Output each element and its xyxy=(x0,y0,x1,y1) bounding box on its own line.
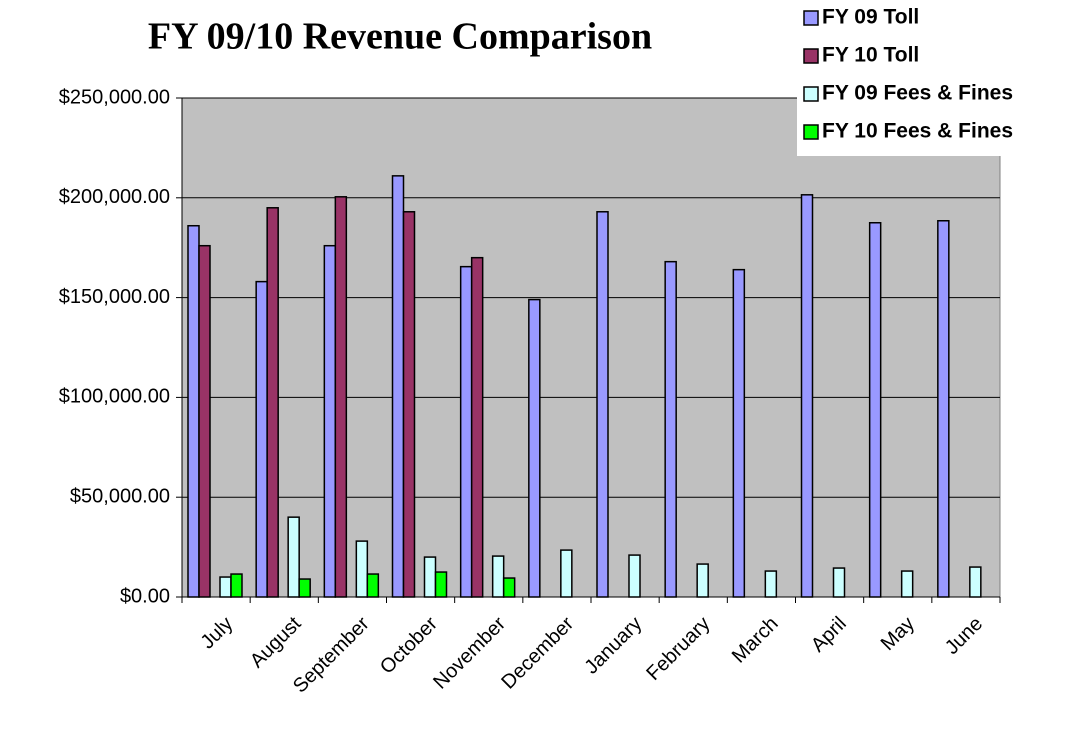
legend-swatch xyxy=(803,10,819,26)
bar xyxy=(255,280,268,598)
bar xyxy=(596,211,609,598)
bar xyxy=(266,207,279,598)
legend-label: FY 09 Fees & Fines xyxy=(822,82,1013,105)
bar xyxy=(434,571,448,598)
bar xyxy=(491,555,505,598)
x-tick-label: August xyxy=(246,612,306,672)
y-tick-label: $50,000.00 xyxy=(70,485,170,507)
x-tick-label: January xyxy=(580,613,646,679)
legend-label: FY 09 Toll xyxy=(822,6,919,29)
bar xyxy=(628,554,641,598)
y-tick-label: $0.00 xyxy=(120,585,170,607)
y-tick-label: $150,000.00 xyxy=(59,286,170,308)
bar xyxy=(664,260,677,598)
bar xyxy=(969,566,982,598)
bar xyxy=(230,573,243,598)
legend-swatch xyxy=(803,48,819,64)
x-tick-label: November xyxy=(429,612,510,693)
bar xyxy=(402,211,416,598)
bar xyxy=(502,577,516,598)
x-tick-label: October xyxy=(376,612,442,678)
x-tick-label: December xyxy=(497,612,578,693)
y-tick-label: $100,000.00 xyxy=(59,386,170,408)
legend-label: FY 10 Toll xyxy=(822,44,919,67)
legend-label: FY 10 Fees & Fines xyxy=(822,120,1013,143)
legend-box xyxy=(797,0,1072,156)
bar xyxy=(459,265,473,598)
bar xyxy=(219,576,232,598)
x-tick-label: July xyxy=(197,613,238,654)
y-tick-label: $250,000.00 xyxy=(59,86,170,108)
x-tick-label: February xyxy=(642,613,714,685)
y-tick-label: $200,000.00 xyxy=(59,186,170,208)
x-tick-label: May xyxy=(877,613,919,655)
legend-swatch xyxy=(803,86,819,102)
bar xyxy=(900,570,914,598)
bar xyxy=(334,196,348,598)
bar xyxy=(832,567,846,598)
bar xyxy=(528,298,541,598)
bar xyxy=(287,516,300,598)
bar xyxy=(470,256,484,598)
bar xyxy=(355,540,369,598)
x-tick-label: March xyxy=(728,613,783,668)
bar xyxy=(937,220,950,598)
chart-title: FY 09/10 Revenue Comparison xyxy=(148,16,652,58)
plot-area xyxy=(181,97,1001,598)
legend-swatch xyxy=(803,124,819,140)
bar xyxy=(391,175,405,598)
bar xyxy=(423,556,437,598)
bar xyxy=(800,194,814,598)
bar xyxy=(298,578,311,598)
bar xyxy=(732,268,746,598)
bar xyxy=(560,549,573,598)
bar xyxy=(366,573,380,598)
bar xyxy=(198,244,211,598)
bar xyxy=(187,224,200,598)
x-tick-label: April xyxy=(807,613,851,657)
bar xyxy=(696,563,709,598)
bar xyxy=(868,222,882,598)
bar xyxy=(323,244,337,598)
bar xyxy=(764,570,778,598)
x-tick-label: June xyxy=(941,613,987,659)
